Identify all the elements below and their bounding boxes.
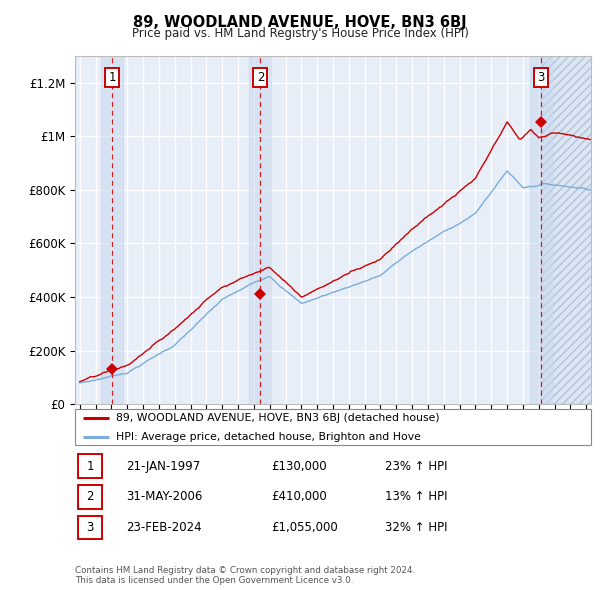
Text: 23-FEB-2024: 23-FEB-2024 bbox=[127, 521, 202, 534]
FancyBboxPatch shape bbox=[77, 485, 103, 509]
Bar bbox=[541, 56, 600, 404]
Text: 3: 3 bbox=[86, 521, 94, 534]
Text: 89, WOODLAND AVENUE, HOVE, BN3 6BJ: 89, WOODLAND AVENUE, HOVE, BN3 6BJ bbox=[133, 15, 467, 30]
Text: 89, WOODLAND AVENUE, HOVE, BN3 6BJ (detached house): 89, WOODLAND AVENUE, HOVE, BN3 6BJ (deta… bbox=[116, 413, 440, 423]
Text: Price paid vs. HM Land Registry's House Price Index (HPI): Price paid vs. HM Land Registry's House … bbox=[131, 27, 469, 40]
FancyBboxPatch shape bbox=[77, 516, 103, 539]
Text: £130,000: £130,000 bbox=[271, 460, 327, 473]
Text: 32% ↑ HPI: 32% ↑ HPI bbox=[385, 521, 447, 534]
Text: Contains HM Land Registry data © Crown copyright and database right 2024.
This d: Contains HM Land Registry data © Crown c… bbox=[75, 566, 415, 585]
FancyBboxPatch shape bbox=[75, 409, 591, 445]
Text: 23% ↑ HPI: 23% ↑ HPI bbox=[385, 460, 447, 473]
Text: 1: 1 bbox=[86, 460, 94, 473]
Text: HPI: Average price, detached house, Brighton and Hove: HPI: Average price, detached house, Brig… bbox=[116, 432, 421, 442]
Text: 3: 3 bbox=[538, 71, 545, 84]
Bar bbox=[541, 56, 591, 404]
Bar bbox=[530, 56, 552, 404]
Text: 2: 2 bbox=[86, 490, 94, 503]
Text: 13% ↑ HPI: 13% ↑ HPI bbox=[385, 490, 447, 503]
Text: 21-JAN-1997: 21-JAN-1997 bbox=[127, 460, 201, 473]
Text: 1: 1 bbox=[109, 71, 116, 84]
Text: £1,055,000: £1,055,000 bbox=[271, 521, 338, 534]
Text: 2: 2 bbox=[257, 71, 264, 84]
Bar bbox=[250, 56, 271, 404]
Text: £410,000: £410,000 bbox=[271, 490, 327, 503]
Text: 31-MAY-2006: 31-MAY-2006 bbox=[127, 490, 203, 503]
FancyBboxPatch shape bbox=[77, 454, 103, 478]
Bar bbox=[101, 56, 124, 404]
